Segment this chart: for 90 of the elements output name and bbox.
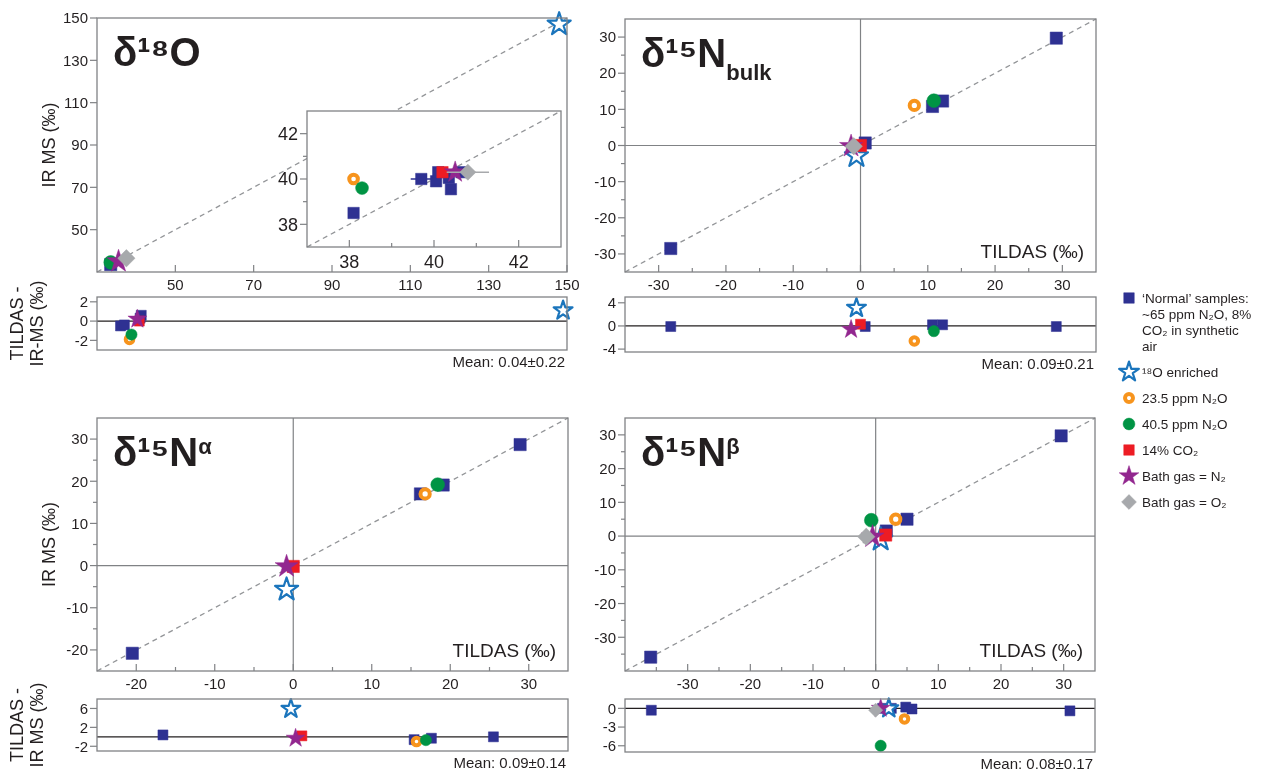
text: Mean: 0.04±0.22 — [452, 353, 565, 370]
x-tick-label: 30 — [1055, 675, 1073, 692]
y-tick-label: 150 — [62, 9, 88, 27]
y-tick-label: 30 — [71, 430, 88, 448]
x-tick-label: 50 — [166, 276, 184, 293]
chart-title: δ¹⁵N$_{bulk}$ — [641, 31, 773, 85]
y-tick-label: 40 — [277, 169, 298, 190]
x-tick-label: 130 — [476, 276, 502, 293]
legend-label: ¹⁸O enriched — [1142, 365, 1219, 380]
chart-title: δ¹⁵N$^{α}$ — [113, 430, 213, 474]
y-tick-label: 30 — [599, 426, 616, 444]
y-tick-label: -20 — [66, 641, 88, 659]
x-tick-label: -20 — [715, 276, 737, 293]
chart-title: δ¹⁵N$^{β}$ — [641, 430, 740, 474]
x-tick-label: 30 — [1054, 276, 1071, 293]
legend-label: 14% CO₂ — [1142, 443, 1199, 458]
y-tick-label: 0 — [607, 527, 616, 545]
y-tick-label: -10 — [594, 172, 616, 190]
x-tick-label: -30 — [676, 675, 699, 692]
y-axis-title: IR MS (‰) — [39, 502, 59, 587]
x-tick-label: 20 — [441, 675, 459, 692]
x-tick-label: 0 — [871, 675, 880, 692]
y-tick-label: -10 — [594, 561, 616, 579]
y-tick-label: 4 — [607, 294, 616, 312]
x-tick-label: 30 — [520, 675, 538, 692]
y-tick-label: 2 — [79, 718, 88, 736]
y-tick-label: 90 — [71, 136, 88, 154]
y-tick-label: 42 — [277, 123, 298, 144]
x-tick-label: 20 — [992, 675, 1010, 692]
legend-label: 40.5 ppm N₂O — [1142, 417, 1228, 432]
x-tick-label: 10 — [919, 276, 937, 293]
x-tick-label: 20 — [986, 276, 1004, 293]
legend-label: ‘Normal’ samples: ~65 ppm N₂O, 8% CO₂ in synthetic air — [1142, 291, 1252, 354]
y-tick-label: -20 — [594, 209, 616, 227]
y-tick-label: -2 — [74, 737, 88, 755]
y-tick-label: 50 — [71, 220, 88, 238]
y-tick-label: 6 — [79, 699, 88, 717]
y-tick-label: 10 — [599, 493, 616, 511]
chart-title: δ¹⁸O — [113, 30, 201, 74]
x-tick-label: 110 — [398, 276, 423, 293]
x-tick-label: -20 — [125, 675, 148, 692]
x-tick-label: 42 — [508, 252, 529, 272]
text: Mean: 0.09±0.14 — [453, 754, 566, 771]
y-tick-label: 20 — [71, 472, 88, 490]
x-tick-label: 70 — [245, 276, 263, 293]
x-tick-label: 10 — [363, 675, 381, 692]
y-axis-title: IR MS (‰) — [39, 102, 59, 188]
y-tick-label: -30 — [594, 628, 616, 646]
y-tick-label: 20 — [599, 459, 616, 477]
y-tick-label: 70 — [71, 178, 88, 196]
y-tick-label: 110 — [64, 93, 88, 111]
x-axis-title: TILDAS (‰) — [979, 640, 1083, 661]
text: Mean: 0.09±0.21 — [981, 355, 1094, 372]
y-tick-label: -20 — [594, 594, 616, 612]
x-axis-title: TILDAS (‰) — [980, 241, 1084, 262]
legend-label: 23.5 ppm N₂O — [1142, 391, 1228, 406]
x-tick-label: 40 — [423, 252, 445, 272]
x-tick-label: -10 — [203, 675, 226, 692]
y-tick-label: -2 — [74, 331, 88, 349]
text: Mean: 0.08±0.17 — [980, 755, 1093, 771]
y-tick-label: -4 — [602, 340, 616, 358]
x-tick-label: 90 — [323, 276, 341, 293]
x-axis-title: TILDAS (‰) — [452, 640, 556, 661]
x-tick-label: 38 — [339, 252, 360, 272]
x-tick-label: 150 — [554, 276, 580, 293]
legend-label: Bath gas = O₂ — [1142, 495, 1227, 510]
y-tick-label: -6 — [602, 737, 616, 755]
y-tick-label: 130 — [62, 51, 88, 69]
y-axis-title: TILDAS - IR-MS (‰) — [7, 280, 47, 367]
x-tick-label: -20 — [739, 675, 762, 692]
y-tick-label: 20 — [599, 64, 616, 82]
y-tick-label: 2 — [79, 293, 88, 311]
y-tick-label: 0 — [79, 556, 88, 574]
y-axis-title: TILDAS - IR MS (‰) — [7, 682, 47, 768]
y-tick-label: 30 — [599, 28, 616, 46]
y-tick-label: -10 — [66, 599, 88, 616]
y-tick-label: 0 — [607, 136, 616, 154]
y-tick-label: 0 — [607, 699, 616, 717]
x-tick-label: 0 — [856, 276, 865, 293]
y-tick-label: -3 — [602, 718, 616, 736]
x-tick-label: -10 — [802, 675, 824, 692]
legend-label: Bath gas = N₂ — [1142, 469, 1226, 484]
y-tick-label: 0 — [607, 317, 616, 335]
x-tick-label: -30 — [647, 276, 670, 293]
y-tick-label: 10 — [71, 514, 88, 532]
y-tick-label: 0 — [79, 312, 88, 330]
x-tick-label: 10 — [929, 675, 947, 692]
x-tick-label: -10 — [782, 276, 805, 293]
y-tick-label: 38 — [277, 214, 298, 235]
y-tick-label: 10 — [599, 100, 616, 118]
